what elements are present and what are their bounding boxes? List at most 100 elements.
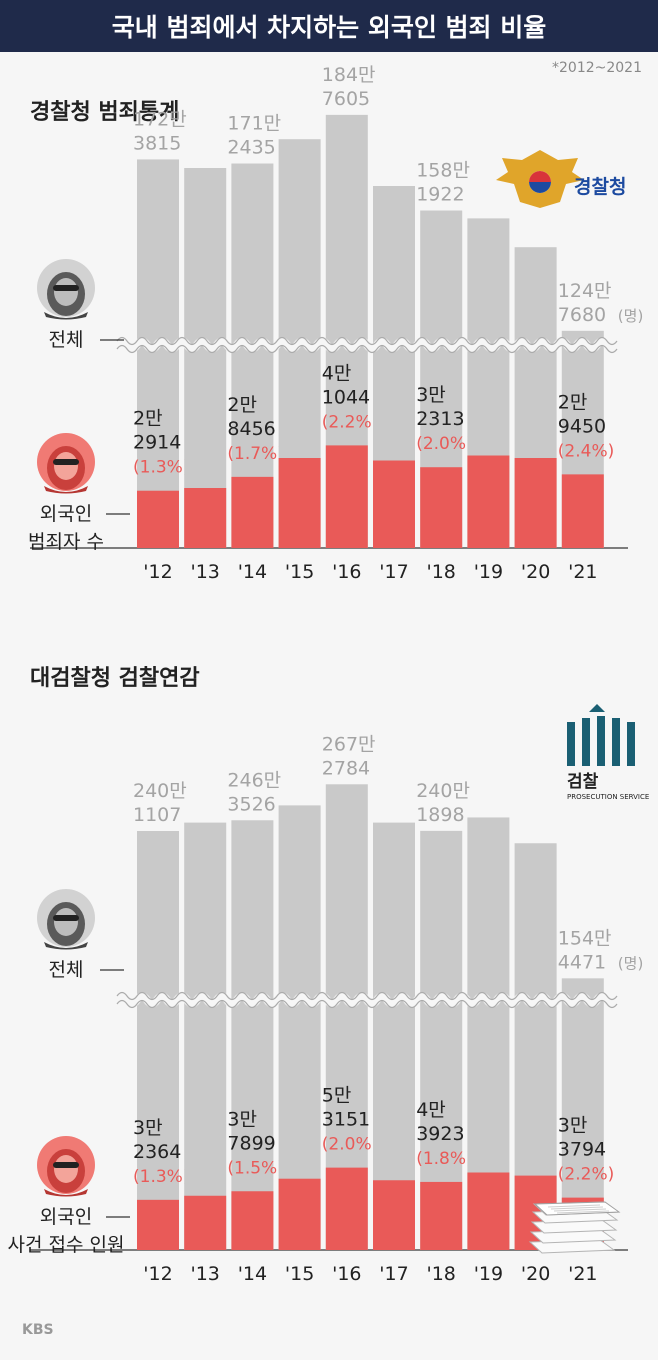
kbs-logo: KBS: [22, 1322, 54, 1338]
chart2-total-bar-0: [137, 831, 179, 1250]
prosecution-logo-subtext: PROSECUTION SERVICE: [567, 793, 649, 801]
chart2-break-wave: [113, 992, 621, 1008]
chart1-foreign-label-b-9: 9450: [558, 415, 606, 437]
chart1-tick-4: '16: [332, 561, 361, 583]
chart1-foreign-label-b-2: 8456: [227, 418, 275, 440]
chart2-foreign-label-b-6: 3923: [416, 1123, 464, 1145]
prosecution-logo-text: 검찰: [567, 772, 599, 792]
chart1-break-wave-edge-top: [116, 336, 618, 346]
chart2-tick-9: '21: [568, 1263, 597, 1285]
chart2-total-bar-3: [278, 805, 321, 1250]
chart2-tick-5: '17: [379, 1263, 408, 1285]
chart1-tick-7: '19: [474, 561, 503, 583]
prosecution-emblem-icon: [567, 704, 635, 766]
chart1-total-label-a-6: 158만: [416, 160, 470, 182]
chart2-tick-0: '12: [143, 1263, 172, 1285]
chart1-break-wave: [113, 337, 621, 353]
chart1-foreign-bar-1: [184, 488, 227, 548]
chart1-foreign-bar-6: [420, 467, 463, 548]
chart2-total-person-icon: [37, 889, 95, 950]
chart2-tick-6: '18: [426, 1263, 455, 1285]
chart2-tick-3: '15: [285, 1263, 314, 1285]
chart1-foreign-label-c-4: (2.2%): [322, 412, 378, 432]
chart1-tick-6: '18: [426, 561, 455, 583]
chart1-foreign-bar-5: [373, 460, 415, 548]
chart2-label-foreign-1: 외국인: [40, 1206, 92, 1228]
chart1-foreign-bar-3: [278, 458, 321, 548]
chart1-total-label-b-2: 2435: [227, 137, 275, 159]
chart1-foreign-label-a-0: 2만: [133, 408, 163, 430]
chart2-total-bar-1: [184, 822, 227, 1250]
chart1-total-label-a-4: 184만: [322, 64, 376, 86]
chart1-foreign-bar-0: [137, 490, 179, 548]
chart1-foreign-label-c-0: (1.3%): [133, 458, 189, 478]
chart2-total-label-b-6: 1898: [416, 804, 464, 826]
chart1-foreign-label-a-2: 2만: [227, 394, 257, 416]
chart2-foreign-label-a-4: 5만: [322, 1085, 352, 1107]
chart1-tick-8: '20: [521, 561, 550, 583]
chart1-total-label-a-9: 124만: [558, 280, 612, 302]
chart1-foreign-label-b-4: 1044: [322, 386, 370, 408]
chart1-foreign-label-b-0: 2914: [133, 432, 181, 454]
chart2-total-label-a-2: 246만: [227, 769, 281, 791]
chart1-foreign-bar-8: [514, 458, 557, 548]
chart1-label-foreign-1: 외국인: [40, 503, 92, 525]
chart2-foreign-person-icon: [37, 1136, 95, 1197]
chart2-total-label-a-0: 240만: [133, 780, 187, 802]
chart2-tick-7: '19: [474, 1263, 503, 1285]
chart1-tick-3: '15: [285, 561, 314, 583]
chart1-total-bar-0: [137, 159, 179, 548]
chart1-foreign-bar-7: [467, 455, 510, 548]
chart2-total-label-b-4: 2784: [322, 757, 370, 779]
chart2-total-label-a-6: 240만: [416, 780, 470, 802]
chart1-foreign-bar-2: [231, 476, 274, 548]
chart2-foreign-bar-6: [420, 1181, 463, 1250]
chart2-foreign-bar-1: [184, 1195, 227, 1250]
chart2-break-wave-edge-bottom: [116, 999, 618, 1009]
chart2-foreign-label-c-0: (1.3%): [133, 1167, 189, 1187]
chart1-tick-1: '13: [190, 561, 219, 583]
chart2-foreign-label-c-2: (1.5%): [227, 1158, 283, 1178]
main-title: 국내 범죄에서 차지하는 외국인 범죄 비율: [111, 13, 547, 42]
chart2-foreign-bar-4: [325, 1167, 368, 1250]
title-banner: [0, 0, 658, 52]
chart1-tick-2: '14: [238, 561, 267, 583]
chart2-foreign-bar-0: [137, 1199, 179, 1250]
chart2-foreign-label-a-6: 4만: [416, 1099, 446, 1121]
chart2-foreign-bar-7: [467, 1172, 510, 1250]
chart2-total-bar-5: [373, 822, 415, 1250]
chart2-foreign-bar-2: [231, 1191, 274, 1250]
chart1-unit: (명): [618, 307, 644, 325]
chart1-tick-9: '21: [568, 561, 597, 583]
chart1-foreign-bar-4: [325, 445, 368, 548]
chart2-total-bar-2: [231, 820, 274, 1250]
chart2-label-total: 전체: [49, 959, 84, 981]
chart1-total-bar-1: [184, 168, 227, 548]
chart2-title: 대검찰청 검찰연감: [30, 666, 200, 691]
chart1-foreign-bar-9: [561, 474, 604, 548]
chart1-foreign-label-b-6: 2313: [416, 408, 464, 430]
chart2-foreign-label-a-9: 3만: [558, 1115, 588, 1137]
period-note: *2012~2021: [552, 60, 642, 76]
chart2-foreign-label-c-4: (2.0%): [322, 1135, 378, 1155]
chart2-label-foreign-2: 사건 접수 인원: [8, 1234, 125, 1256]
chart1-foreign-person-icon: [37, 433, 95, 494]
chart1-break-wave-edge-bottom: [116, 344, 618, 354]
chart1: '12172만38152만2914(1.3%)'13'14171만24352만8…: [28, 64, 644, 583]
paper-stack-icon: [528, 1201, 621, 1254]
chart1-total-person-icon: [37, 259, 95, 320]
chart2-total-label-b-0: 1107: [133, 804, 181, 826]
chart2-foreign-bar-5: [373, 1180, 415, 1250]
police-emblem-icon: [496, 150, 584, 208]
chart2-foreign-label-b-0: 2364: [133, 1141, 181, 1163]
chart1-tick-0: '12: [143, 561, 172, 583]
chart2-tick-8: '20: [521, 1263, 550, 1285]
chart1-foreign-label-c-6: (2.0%): [416, 434, 472, 454]
chart1-foreign-label-a-6: 3만: [416, 384, 446, 406]
chart1-total-label-b-4: 7605: [322, 88, 370, 110]
chart2-foreign-bar-3: [278, 1178, 321, 1250]
chart2-total-label-a-9: 154만: [558, 927, 612, 949]
chart2-tick-2: '14: [238, 1263, 267, 1285]
chart1-tick-5: '17: [379, 561, 408, 583]
